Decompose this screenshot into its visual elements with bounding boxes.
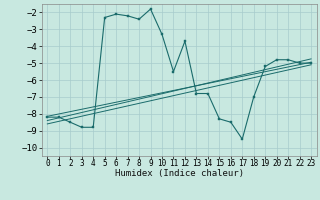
X-axis label: Humidex (Indice chaleur): Humidex (Indice chaleur)	[115, 169, 244, 178]
